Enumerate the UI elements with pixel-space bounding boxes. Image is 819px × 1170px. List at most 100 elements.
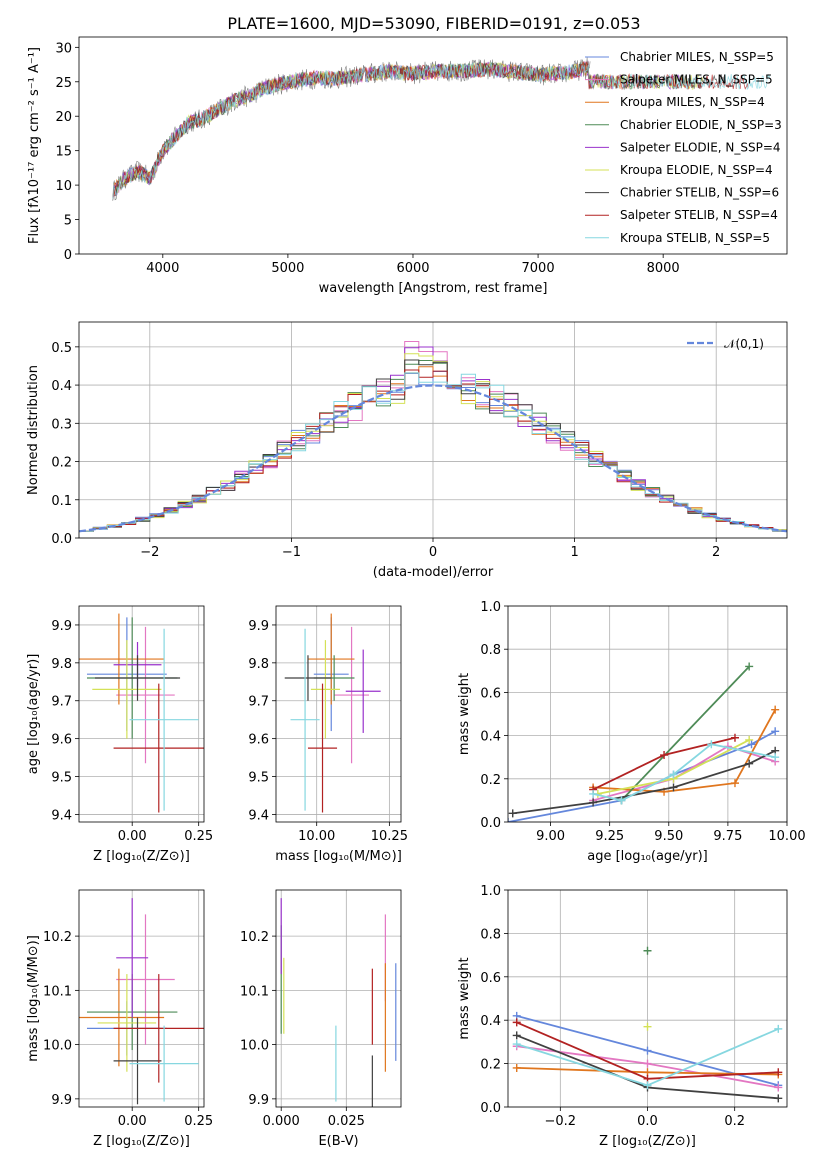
x-tick-label: 10.25 (371, 829, 408, 844)
legend-label: Salpeter STELIB, N_SSP=4 (620, 208, 778, 222)
weight-marker (771, 727, 780, 736)
y-axis-label: mass weight (457, 957, 472, 1039)
x-tick-label: 9.50 (654, 829, 683, 844)
plot-area (112, 57, 771, 201)
x-tick-label: 9.00 (536, 829, 565, 844)
weight-marker (771, 705, 780, 714)
weight-marker (745, 735, 754, 744)
weight-marker (669, 770, 678, 779)
y-tick-label: 0.8 (480, 927, 501, 942)
y-axis-label: Normed distribution (26, 365, 41, 495)
y-tick-label: 0.6 (480, 686, 501, 701)
y-tick-label: 15 (55, 145, 72, 160)
normal-curve (79, 384, 787, 533)
plot-area (508, 662, 780, 822)
axes-frame (78, 605, 205, 823)
axes-frame (275, 605, 402, 823)
x-axis-label: Z [log₁₀(Z/Z⊙)] (93, 1134, 190, 1149)
x-tick-label: 0.25 (184, 829, 213, 844)
panel-spectrum: Chabrier MILES, N_SSP=5 Salpeter MILES, N… (27, 36, 788, 296)
y-tick-label: 9.7 (51, 695, 72, 710)
y-tick-label: 9.4 (248, 808, 269, 823)
weight-marker (774, 1024, 783, 1033)
y-tick-label: 30 (55, 41, 72, 56)
x-axis-label: wavelength [Angstrom, rest frame] (319, 281, 548, 296)
y-tick-label: 5 (64, 214, 72, 229)
panel-mass_vs_Z: 0.00 0.25 9.9 10.0 10.1 10.2 Z [log₁₀(Z/Z⊙)] ma… (26, 889, 213, 1149)
plot-area (79, 341, 787, 533)
y-tick-label: 0.8 (480, 643, 501, 658)
x-tick-label: 5000 (271, 261, 304, 276)
x-tick-label: −0.2 (545, 1114, 577, 1129)
weight-marker (707, 740, 716, 749)
x-tick-label: 10.00 (298, 829, 335, 844)
x-tick-label: 7000 (522, 261, 555, 276)
plot-area (280, 898, 397, 1107)
y-tick-label: 0.2 (480, 773, 501, 788)
x-tick-label: 0.00 (118, 1114, 147, 1129)
histogram-step (79, 359, 787, 532)
x-tick-label: 8000 (647, 261, 680, 276)
x-tick-label: 0 (429, 545, 437, 560)
model-spectrum-line (112, 62, 659, 200)
axes-frame (275, 889, 402, 1108)
x-tick-label: 6000 (396, 261, 429, 276)
legend-label: Kroupa ELODIE, N_SSP=4 (620, 163, 773, 177)
axes-frame (78, 889, 205, 1108)
y-tick-label: 9.9 (248, 619, 269, 634)
weight-marker (747, 740, 756, 749)
weight-marker (589, 798, 598, 807)
x-tick-label: 10.00 (768, 829, 805, 844)
y-tick-label: 0.3 (51, 417, 72, 432)
x-tick-label: 0.25 (184, 1114, 213, 1129)
x-axis-label: mass [log₁₀(M/M⊙)] (275, 849, 402, 864)
y-tick-label: 0.2 (480, 1058, 501, 1073)
weight-marker (771, 753, 780, 762)
y-tick-label: 1.0 (480, 600, 501, 615)
weight-marker (643, 1059, 652, 1068)
weight-marker (660, 751, 669, 760)
weight-marker (774, 1094, 783, 1103)
panel-age_vs_Z: 0.00 0.25 9.4 9.5 9.6 9.7 9.8 9.9 Z [log₁₀(Z/Z⊙)… (26, 605, 213, 864)
model-spectrum-line (112, 62, 636, 200)
panel-weight_vs_age: 9.00 9.25 9.50 9.75 10.00 0.0 0.2 0.4 0.6 0.8 1.0 a… (457, 600, 806, 864)
y-tick-label: 9.9 (51, 1093, 72, 1108)
x-axis-label: E(B-V) (318, 1134, 358, 1149)
weight-marker (745, 662, 754, 671)
plot-area (79, 898, 204, 1105)
weight-marker (512, 1031, 521, 1040)
weight-line (620, 665, 750, 802)
y-tick-label: 10.0 (240, 1039, 269, 1054)
y-tick-label: 0.0 (480, 1101, 501, 1116)
weight-marker (643, 1046, 652, 1055)
panel-mass_vs_ebv: 0.000 0.025 9.9 10.0 10.1 10.2 E(B-V) (240, 889, 402, 1149)
y-tick-label: 9.5 (248, 771, 269, 786)
y-tick-label: 0 (64, 248, 72, 263)
weight-line (593, 709, 776, 793)
weight-marker (512, 1063, 521, 1072)
weight-marker (589, 789, 598, 798)
y-tick-label: 0.0 (51, 532, 72, 547)
y-tick-label: 25 (55, 76, 72, 91)
legend-label: 𝒩(0,1) (724, 337, 764, 351)
y-tick-label: 1.0 (480, 884, 501, 899)
x-axis-label: (data-model)/error (373, 565, 494, 580)
x-tick-label: 4000 (146, 261, 179, 276)
weight-marker (774, 1083, 783, 1092)
plot-area (79, 613, 204, 813)
legend-label: Kroupa STELIB, N_SSP=5 (620, 231, 770, 245)
y-tick-label: 10 (55, 179, 72, 194)
axes-frame (78, 36, 788, 255)
y-tick-label: 10.1 (240, 984, 269, 999)
x-tick-label: 9.25 (595, 829, 624, 844)
y-tick-label: 9.7 (248, 695, 269, 710)
panel-age_vs_mass: 10.00 10.25 9.4 9.5 9.6 9.7 9.8 9.9 mass [log₁₀(… (248, 605, 408, 864)
legend-label: Chabrier MILES, N_SSP=5 (620, 50, 774, 64)
x-axis-label: Z [log₁₀(Z/Z⊙)] (599, 1134, 696, 1149)
y-tick-label: 9.8 (248, 657, 269, 672)
weight-marker (512, 1040, 521, 1049)
weight-marker (643, 1081, 652, 1090)
weight-marker (508, 809, 517, 818)
y-tick-label: 10.1 (43, 984, 72, 999)
